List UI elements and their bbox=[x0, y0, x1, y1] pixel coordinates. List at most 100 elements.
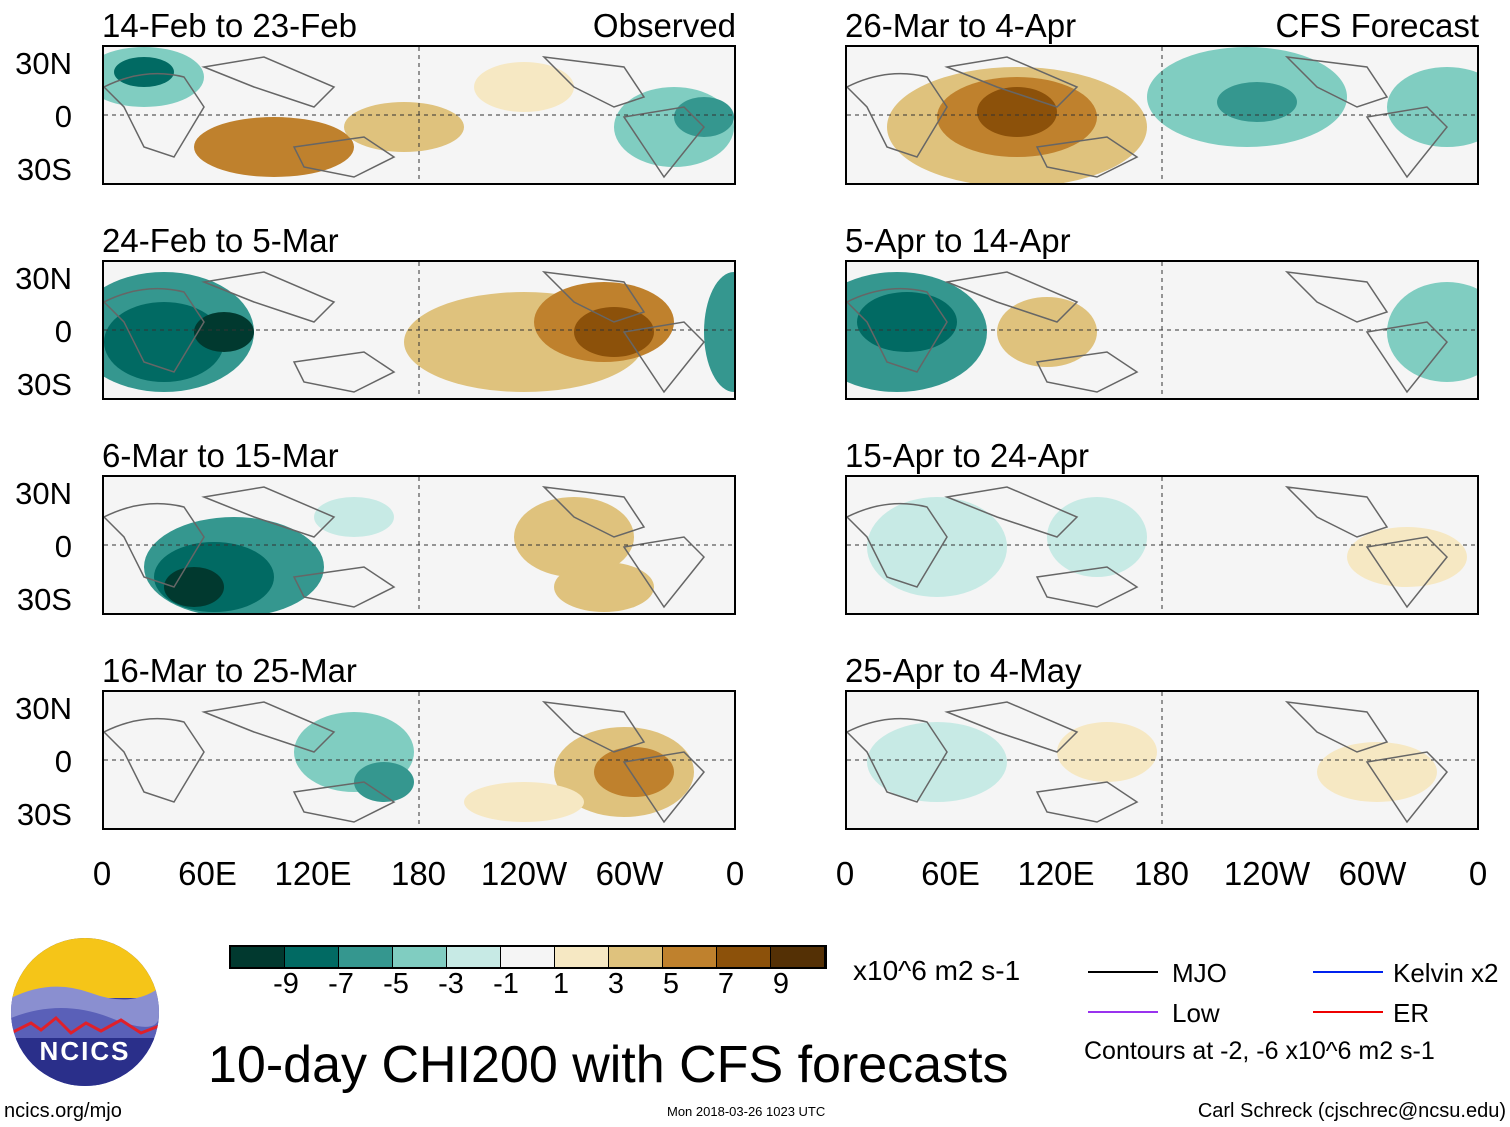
anomaly-region bbox=[1047, 497, 1147, 577]
lat-tick-label: 0 bbox=[54, 99, 72, 134]
anomaly-region bbox=[554, 562, 654, 612]
anomaly-region bbox=[594, 747, 674, 797]
anomaly-region bbox=[1347, 527, 1467, 587]
anomaly-region bbox=[114, 57, 174, 87]
map-panel bbox=[102, 475, 736, 615]
colorbar-label: -5 bbox=[383, 968, 409, 1000]
colorbar-swatch bbox=[231, 947, 285, 967]
panel-title: 5-Apr to 14-Apr bbox=[845, 222, 1071, 259]
lon-tick-label: 180 bbox=[390, 855, 447, 892]
colorbar-swatch bbox=[555, 947, 609, 967]
map-panel bbox=[102, 45, 736, 185]
panel-tag: CFS Forecast bbox=[1275, 7, 1479, 44]
lat-tick-label: 30N bbox=[15, 476, 72, 511]
colorbar-swatch bbox=[717, 947, 771, 967]
colorbar-label: -3 bbox=[438, 968, 464, 1000]
colorbar-units: x10^6 m2 s-1 bbox=[853, 955, 1021, 986]
coastlines bbox=[104, 700, 706, 824]
anomaly-region bbox=[704, 272, 734, 392]
lon-tick-label: 60W bbox=[595, 855, 664, 892]
panel-title: 26-Mar to 4-Apr bbox=[845, 7, 1077, 44]
lat-tick-label: 30N bbox=[15, 691, 72, 726]
anomaly-region bbox=[344, 102, 464, 152]
colorbar-swatch bbox=[609, 947, 663, 967]
legend-er-line bbox=[1313, 1011, 1383, 1013]
anomaly-region bbox=[514, 497, 634, 577]
lat-tick-label: 0 bbox=[54, 529, 72, 564]
colorbar-label: 9 bbox=[772, 968, 790, 1000]
legend-low-label: Low bbox=[1172, 998, 1220, 1028]
anomaly-region bbox=[997, 297, 1097, 367]
coastlines bbox=[847, 700, 1449, 824]
legend-kelvin-line bbox=[1313, 971, 1383, 973]
ncics-logo: NCICS bbox=[11, 938, 159, 1086]
logo-text: NCICS bbox=[39, 1036, 131, 1066]
map-panel bbox=[845, 475, 1479, 615]
lon-tick-label: 0 bbox=[92, 855, 112, 892]
anomaly-region bbox=[1387, 67, 1477, 147]
footer-timestamp: Mon 2018-03-26 1023 UTC bbox=[667, 1104, 826, 1119]
footer-url[interactable]: ncics.org/mjo bbox=[4, 1100, 122, 1122]
lon-tick-label: 0 bbox=[725, 855, 745, 892]
lat-tick-label: 0 bbox=[54, 744, 72, 779]
anomaly-region bbox=[194, 117, 354, 177]
colorbar-label: 5 bbox=[662, 968, 680, 1000]
colorbar-swatch bbox=[501, 947, 555, 967]
map-panel bbox=[102, 690, 736, 830]
lon-tick-label: 180 bbox=[1133, 855, 1190, 892]
anomaly-region bbox=[104, 302, 224, 382]
legend: MJO Kelvin x2 Low ER bbox=[1088, 958, 1508, 1038]
anomaly-region bbox=[867, 722, 1007, 802]
coastlines bbox=[104, 55, 706, 179]
figure-title: 10-day CHI200 with CFS forecasts bbox=[208, 1036, 1009, 1094]
colorbar-label: -7 bbox=[328, 968, 354, 1000]
colorbar-label: -1 bbox=[493, 968, 519, 1000]
panel-title: 14-Feb to 23-Feb bbox=[102, 7, 357, 44]
anomaly-region bbox=[977, 87, 1057, 137]
colorbar-swatch bbox=[285, 947, 339, 967]
lon-tick-label: 120W bbox=[1223, 855, 1311, 892]
coastlines bbox=[847, 270, 1449, 394]
colorbar-label: 1 bbox=[552, 968, 570, 1000]
anomaly-region bbox=[474, 62, 574, 112]
anomaly-region bbox=[1317, 742, 1437, 802]
panel-title: 25-Apr to 4-May bbox=[845, 652, 1082, 689]
panel-title: 6-Mar to 15-Mar bbox=[102, 437, 339, 474]
lon-tick-label: 0 bbox=[835, 855, 855, 892]
legend-er-label: ER bbox=[1393, 998, 1430, 1028]
coastlines bbox=[104, 485, 706, 609]
coastlines bbox=[847, 485, 1449, 609]
anomaly-region bbox=[674, 97, 734, 137]
lon-tick-label: 120E bbox=[274, 855, 352, 892]
lat-tick-label: 30S bbox=[16, 367, 72, 402]
lat-tick-label: 30S bbox=[16, 582, 72, 617]
anomaly-region bbox=[164, 567, 224, 607]
anomaly-region bbox=[314, 497, 394, 537]
map-panel bbox=[102, 260, 736, 400]
lon-tick-label: 120W bbox=[480, 855, 568, 892]
lon-tick-label: 0 bbox=[1468, 855, 1488, 892]
colorbar-swatch bbox=[771, 947, 825, 967]
colorbar-label: 3 bbox=[607, 968, 625, 1000]
anomaly-region bbox=[1387, 282, 1477, 382]
panel-title: 24-Feb to 5-Mar bbox=[102, 222, 339, 259]
anomaly-region bbox=[354, 762, 414, 802]
lat-tick-label: 30S bbox=[16, 797, 72, 832]
footer-author: Carl Schreck (cjschrec@ncsu.edu) bbox=[1197, 1100, 1506, 1122]
legend-mjo-label: MJO bbox=[1172, 958, 1227, 988]
lat-tick-label: 0 bbox=[54, 314, 72, 349]
panel-tag: Observed bbox=[592, 7, 736, 44]
lon-tick-label: 120E bbox=[1017, 855, 1095, 892]
colorbar-swatch bbox=[663, 947, 717, 967]
lon-tick-label: 60E bbox=[921, 855, 980, 892]
colorbar-label: -9 bbox=[273, 968, 299, 1000]
coastlines bbox=[104, 270, 706, 394]
colorbar bbox=[229, 945, 827, 969]
legend-mjo-line bbox=[1088, 971, 1158, 973]
colorbar-swatch bbox=[447, 947, 501, 967]
anomaly-region bbox=[1217, 82, 1297, 122]
colorbar-swatch bbox=[393, 947, 447, 967]
lon-tick-label: 60E bbox=[178, 855, 237, 892]
anomaly-region bbox=[194, 312, 254, 352]
anomaly-region bbox=[464, 782, 584, 822]
